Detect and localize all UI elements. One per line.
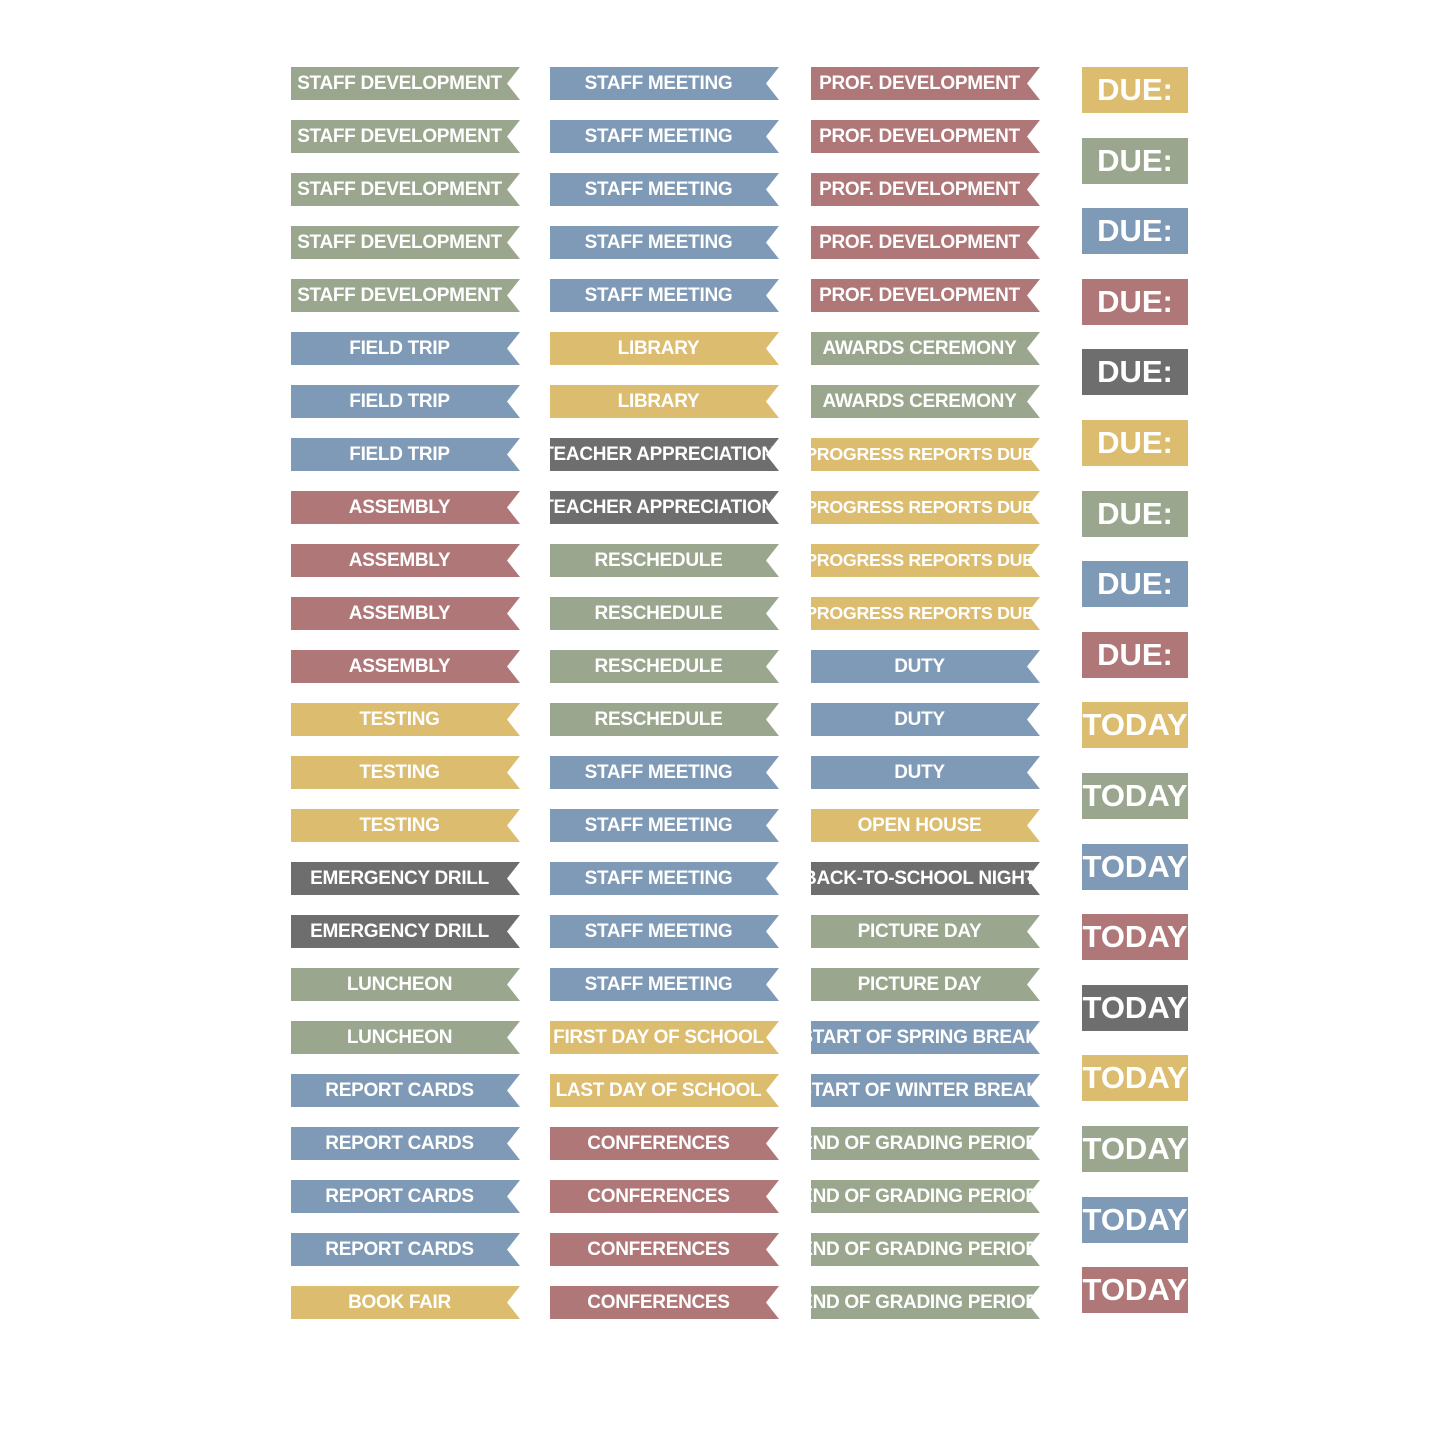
- sticker-banner: PROF. DEVELOPMENT: [811, 279, 1040, 312]
- sticker-banner: PROF. DEVELOPMENT: [811, 173, 1040, 206]
- sticker-banner: LIBRARY: [550, 385, 779, 418]
- sticker-banner: LUNCHEON: [291, 968, 520, 1001]
- sticker-banner: STAFF MEETING: [550, 226, 779, 259]
- sticker-banner: PICTURE DAY: [811, 968, 1040, 1001]
- sticker-box: DUE:: [1082, 561, 1188, 608]
- sticker-banner: PROF. DEVELOPMENT: [811, 67, 1040, 100]
- sticker-banner: TEACHER APPRECIATION: [550, 491, 779, 524]
- sticker-banner: PICTURE DAY: [811, 915, 1040, 948]
- sticker-column: STAFF DEVELOPMENT STAFF DEVELOPMENT STAFF …: [291, 67, 520, 1339]
- sticker-banner: PROGRESS REPORTS DUE: [811, 544, 1040, 577]
- sticker-banner: AWARDS CEREMONY: [811, 332, 1040, 365]
- sticker-banner: TESTING: [291, 756, 520, 789]
- sticker-banner: PROGRESS REPORTS DUE: [811, 438, 1040, 471]
- sticker-banner: FIRST DAY OF SCHOOL: [550, 1021, 779, 1054]
- sticker-banner: BACK-TO-SCHOOL NIGHT: [811, 862, 1040, 895]
- sticker-banner: STAFF MEETING: [550, 809, 779, 842]
- sticker-banner: STAFF MEETING: [550, 120, 779, 153]
- sticker-banner: STAFF MEETING: [550, 173, 779, 206]
- sticker-box: TODAY: [1082, 1055, 1188, 1102]
- sticker-banner: CONFERENCES: [550, 1180, 779, 1213]
- sticker-banner: CONFERENCES: [550, 1286, 779, 1319]
- sticker-box: DUE:: [1082, 419, 1188, 466]
- sticker-box: DUE:: [1082, 349, 1188, 396]
- sticker-banner: RESCHEDULE: [550, 544, 779, 577]
- sticker-banner: LUNCHEON: [291, 1021, 520, 1054]
- sticker-box: TODAY: [1082, 984, 1188, 1031]
- sticker-banner: STAFF MEETING: [550, 915, 779, 948]
- sticker-banner: STAFF DEVELOPMENT: [291, 67, 520, 100]
- sticker-banner: CONFERENCES: [550, 1127, 779, 1160]
- sticker-banner: FIELD TRIP: [291, 332, 520, 365]
- sticker-banner: PROF. DEVELOPMENT: [811, 226, 1040, 259]
- sticker-banner: END OF GRADING PERIOD: [811, 1127, 1040, 1160]
- sticker-box: TODAY: [1082, 914, 1188, 961]
- sticker-banner: FIELD TRIP: [291, 385, 520, 418]
- sticker-banner: START OF SPRING BREAK: [811, 1021, 1040, 1054]
- sticker-banner: STAFF DEVELOPMENT: [291, 226, 520, 259]
- sticker-banner: REPORT CARDS: [291, 1074, 520, 1107]
- sticker-box: DUE:: [1082, 67, 1188, 113]
- sticker-banner: STAFF MEETING: [550, 862, 779, 895]
- sticker-column: DUE: DUE: DUE: DUE: DUE: DUE: DUE: DUE: DUE: TODA…: [1082, 67, 1188, 1338]
- sticker-banner: STAFF MEETING: [550, 279, 779, 312]
- sticker-banner: END OF GRADING PERIOD: [811, 1286, 1040, 1319]
- sticker-banner: RESCHEDULE: [550, 597, 779, 630]
- sticker-banner: RESCHEDULE: [550, 650, 779, 683]
- sticker-banner: STAFF DEVELOPMENT: [291, 120, 520, 153]
- sticker-banner: DUTY: [811, 650, 1040, 683]
- sticker-banner: EMERGENCY DRILL: [291, 862, 520, 895]
- sticker-column: STAFF MEETING STAFF MEETING STAFF MEETING S…: [550, 67, 779, 1339]
- sticker-banner: DUTY: [811, 756, 1040, 789]
- sticker-box: TODAY: [1082, 843, 1188, 890]
- sticker-banner: LAST DAY OF SCHOOL: [550, 1074, 779, 1107]
- sticker-box: DUE:: [1082, 490, 1188, 537]
- sticker-box: TODAY: [1082, 1267, 1188, 1314]
- sticker-banner: TEACHER APPRECIATION: [550, 438, 779, 471]
- sticker-banner: STAFF DEVELOPMENT: [291, 173, 520, 206]
- sticker-banner: ASSEMBLY: [291, 650, 520, 683]
- sticker-banner: CONFERENCES: [550, 1233, 779, 1266]
- sticker-banner: AWARDS CEREMONY: [811, 385, 1040, 418]
- sticker-box: DUE:: [1082, 137, 1188, 184]
- sticker-banner: TESTING: [291, 809, 520, 842]
- sticker-banner: LIBRARY: [550, 332, 779, 365]
- sticker-banner: STAFF MEETING: [550, 968, 779, 1001]
- sticker-banner: OPEN HOUSE: [811, 809, 1040, 842]
- sticker-banner: TESTING: [291, 703, 520, 736]
- sticker-banner: RESCHEDULE: [550, 703, 779, 736]
- sticker-banner: ASSEMBLY: [291, 597, 520, 630]
- sticker-banner: PROF. DEVELOPMENT: [811, 120, 1040, 153]
- sticker-banner: PROGRESS REPORTS DUE: [811, 597, 1040, 630]
- sticker-box: TODAY: [1082, 1125, 1188, 1172]
- sticker-banner: BOOK FAIR: [291, 1286, 520, 1319]
- sticker-box: DUE:: [1082, 208, 1188, 255]
- sticker-banner: STAFF MEETING: [550, 756, 779, 789]
- sticker-banner: DUTY: [811, 703, 1040, 736]
- sticker-banner: REPORT CARDS: [291, 1127, 520, 1160]
- sticker-banner: STAFF MEETING: [550, 67, 779, 100]
- sticker-banner: END OF GRADING PERIOD: [811, 1233, 1040, 1266]
- sticker-banner: EMERGENCY DRILL: [291, 915, 520, 948]
- sticker-box: DUE:: [1082, 631, 1188, 678]
- sticker-box: TODAY: [1082, 772, 1188, 819]
- sticker-banner: PROGRESS REPORTS DUE: [811, 491, 1040, 524]
- sticker-banner: START OF WINTER BREAK: [811, 1074, 1040, 1107]
- sticker-box: DUE:: [1082, 278, 1188, 325]
- sticker-banner: STAFF DEVELOPMENT: [291, 279, 520, 312]
- sticker-box: TODAY: [1082, 702, 1188, 749]
- sticker-banner: REPORT CARDS: [291, 1180, 520, 1213]
- sticker-banner: REPORT CARDS: [291, 1233, 520, 1266]
- sticker-banner: FIELD TRIP: [291, 438, 520, 471]
- sticker-box: TODAY: [1082, 1196, 1188, 1243]
- sticker-banner: ASSEMBLY: [291, 544, 520, 577]
- sticker-banner: END OF GRADING PERIOD: [811, 1180, 1040, 1213]
- sticker-banner: ASSEMBLY: [291, 491, 520, 524]
- sticker-column: PROF. DEVELOPMENT PROF. DEVELOPMENT PROF. …: [811, 67, 1040, 1339]
